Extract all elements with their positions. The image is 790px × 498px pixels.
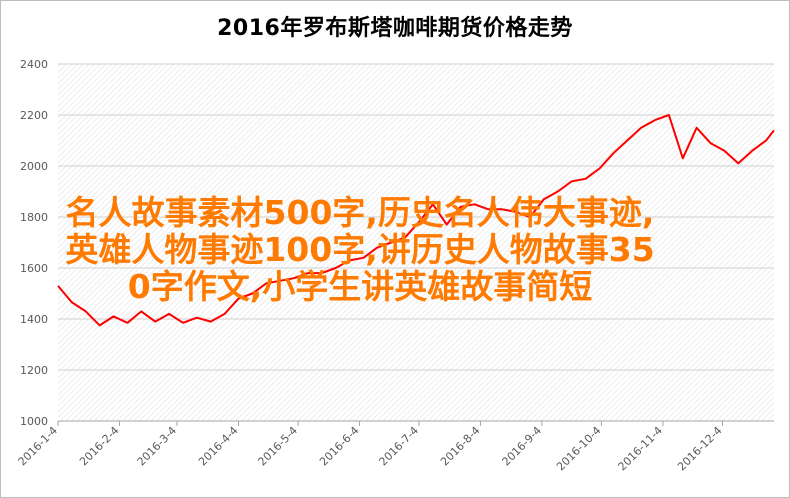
x-tick-label: 2016-8-4 xyxy=(438,424,483,469)
y-tick-label: 1800 xyxy=(20,211,48,224)
chart-title: 2016年罗布斯塔咖啡期货价格走势 xyxy=(217,16,573,41)
overlay-line-1: 名人故事素材500字,历史名人伟大事迹, xyxy=(65,193,655,232)
x-tick-label: 2016-12-4 xyxy=(675,424,724,473)
y-tick-label: 1000 xyxy=(20,415,48,428)
y-tick-label: 2200 xyxy=(20,109,48,122)
overlay-line-2: 英雄人物事迹100字,讲历史人物故事35 xyxy=(65,230,655,269)
plot-area xyxy=(58,64,774,421)
x-tick-label: 2016-2-4 xyxy=(77,424,122,469)
x-tick-label: 2016-7-4 xyxy=(377,424,422,469)
y-tick-label: 1200 xyxy=(20,364,48,377)
series-line xyxy=(57,114,775,327)
x-tick-label: 2016-9-4 xyxy=(500,424,545,469)
overlay-text: 名人故事素材500字,历史名人伟大事迹, 英雄人物事迹100字,讲历史人物故事3… xyxy=(20,194,700,305)
x-tick-label: 2016-4-4 xyxy=(196,424,241,469)
y-tick-label: 1600 xyxy=(20,262,48,275)
x-tick-label: 2016-10-4 xyxy=(554,424,603,473)
x-tick-label: 2016-1-4 xyxy=(16,424,61,469)
x-tick-label: 2016-11-4 xyxy=(616,424,665,473)
x-tick-label: 2016-6-4 xyxy=(317,424,362,469)
overlay-line-3: 0字作文,小学生讲英雄故事简短 xyxy=(127,267,593,306)
y-tick-label: 1400 xyxy=(20,313,48,326)
y-tick-label: 2000 xyxy=(20,160,48,173)
y-tick-label: 2400 xyxy=(20,58,48,71)
x-tick-label: 2016-5-4 xyxy=(256,424,301,469)
x-tick-label: 2016-3-4 xyxy=(135,424,180,469)
